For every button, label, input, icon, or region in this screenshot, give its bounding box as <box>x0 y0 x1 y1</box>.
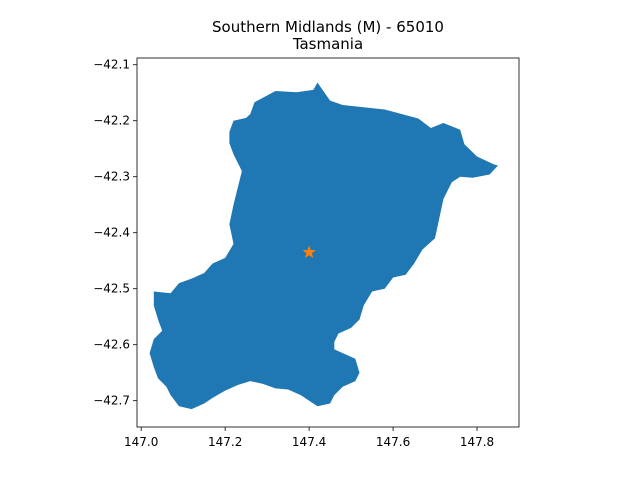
y-tick-label: −42.1 <box>93 58 130 72</box>
map-title-line1: Southern Midlands (M) - 65010 <box>212 18 444 36</box>
x-tick-label: 147.6 <box>376 435 410 449</box>
x-tick-label: 147.8 <box>460 435 494 449</box>
x-tick-label: 147.0 <box>124 435 158 449</box>
y-tick-label: −42.3 <box>93 170 130 184</box>
y-tick-label: −42.2 <box>93 114 130 128</box>
y-tick-label: −42.6 <box>93 338 130 352</box>
plot-frame <box>136 57 520 428</box>
map-title-line2: Tasmania <box>292 35 363 53</box>
x-tick-label: 147.4 <box>292 435 326 449</box>
y-tick-label: −42.7 <box>93 394 130 408</box>
region-polygon <box>149 82 498 410</box>
centroid-star-marker <box>302 245 316 258</box>
y-axis: −42.1 −42.2 −42.3 −42.4 −42.5 −42.6 −42.7 <box>93 58 137 408</box>
x-axis: 147.0 147.2 147.4 147.6 147.8 <box>124 427 494 449</box>
map-layer <box>149 82 498 410</box>
y-tick-label: −42.4 <box>93 226 130 240</box>
centroid-layer <box>302 245 316 258</box>
x-tick-label: 147.2 <box>208 435 242 449</box>
y-tick-label: −42.5 <box>93 282 130 296</box>
